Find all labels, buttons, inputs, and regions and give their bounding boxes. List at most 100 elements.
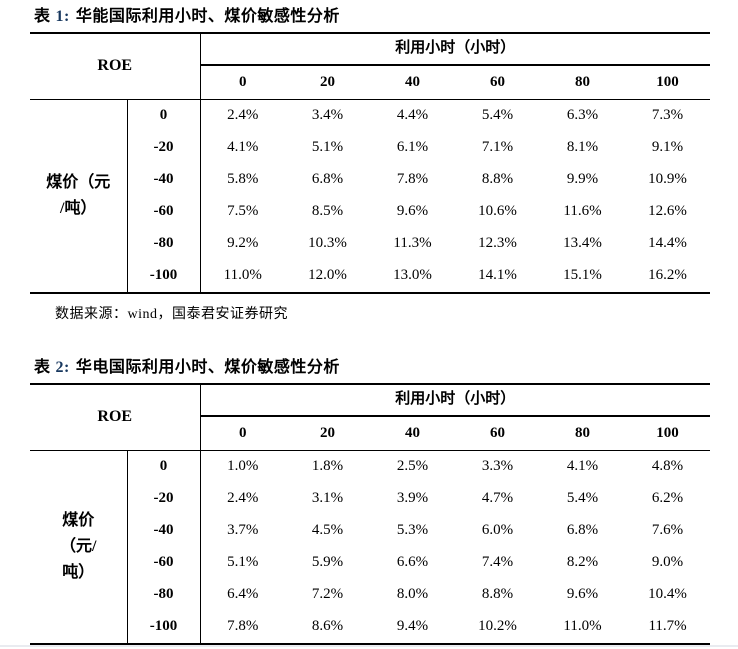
cell: 2.4% — [227, 107, 259, 124]
table2: ROE 利用小时（小时） 0 20 40 60 80 100 煤价 （元/ — [30, 383, 711, 645]
cell: 3.3% — [481, 458, 514, 475]
cell: 9.9% — [566, 171, 599, 188]
cell: 4.8% — [651, 458, 684, 475]
table1-col-header: 0 — [200, 65, 286, 100]
cell: 6.6% — [396, 554, 429, 571]
cell: 8.5% — [311, 203, 344, 220]
table-row: 煤价（元 /吨） 0 2.4% 3.4% 4.4% 5.4% 6.3% 7.3% — [30, 99, 710, 293]
table1-title-tag: 表 — [34, 8, 51, 25]
cell: 7.5% — [227, 203, 259, 220]
table-row: -40 5.8% 6.8% 7.8% 8.8% 9.9% 10.9% — [30, 164, 710, 196]
cell: 11.7% — [648, 618, 687, 635]
row-label: -60 — [127, 196, 201, 228]
cell: 3.4% — [311, 107, 344, 124]
page-bottom-divider — [0, 645, 738, 647]
cell: 10.2% — [478, 618, 517, 635]
table2-title: 表 2: 华电国际利用小时、煤价敏感性分析 — [34, 358, 710, 378]
cell: 8.8% — [481, 586, 514, 603]
cell: 10.3% — [308, 235, 347, 252]
cell: 7.3% — [651, 107, 684, 124]
cell: 7.8% — [227, 618, 259, 635]
table1-row-group-label: 煤价（元 /吨） — [30, 99, 128, 293]
table-row: -100 11.0% 12.0% 13.0% 14.1% 15.1% 16.2% — [30, 260, 710, 293]
cell: 12.3% — [478, 235, 517, 252]
cell: 1.0% — [227, 458, 259, 475]
cell: 10.4% — [648, 586, 687, 603]
table-row: -80 6.4% 7.2% 8.0% 8.8% 9.6% 10.4% — [30, 579, 710, 611]
cell: 3.9% — [396, 490, 429, 507]
cell: 4.7% — [481, 490, 514, 507]
table2-section: 表 2: 华电国际利用小时、煤价敏感性分析 ROE 利用小时（小时） 0 20 40… — [30, 358, 711, 645]
table-row: -40 3.7% 4.5% 5.3% 6.0% 6.8% 7.6% — [30, 515, 710, 547]
table2-column-group-label: 利用小时（小时） — [200, 384, 711, 417]
table2-title-number: 2: — [55, 359, 70, 376]
table2-header-row-group: ROE 利用小时（小时） — [30, 384, 711, 451]
cell: 14.4% — [648, 235, 687, 252]
row-label: 0 — [127, 450, 201, 483]
cell: 8.0% — [396, 586, 429, 603]
cell: 6.8% — [311, 171, 344, 188]
table1-source-note: 数据来源：wind，国泰君安证券研究 — [55, 307, 288, 322]
cell: 6.1% — [396, 139, 429, 156]
table1-corner-roe-label: ROE — [30, 33, 201, 100]
cell: 4.1% — [227, 139, 259, 156]
table-row: -100 7.8% 8.6% 9.4% 10.2% 11.0% 11.7% — [30, 611, 710, 644]
row-label: -40 — [127, 515, 201, 547]
cell: 7.6% — [651, 522, 684, 539]
cell: 10.6% — [478, 203, 517, 220]
table1-col-header: 100 — [625, 65, 711, 100]
cell: 11.3% — [393, 235, 432, 252]
table1-title-number: 1: — [55, 8, 70, 25]
cell: 4.1% — [566, 458, 599, 475]
table2-col-header: 40 — [370, 416, 456, 451]
table-row: -80 9.2% 10.3% 11.3% 12.3% 13.4% 14.4% — [30, 228, 710, 260]
cell: 5.9% — [311, 554, 344, 571]
cell: 9.6% — [566, 586, 599, 603]
cell: 8.8% — [481, 171, 514, 188]
row-label: -100 — [127, 260, 201, 293]
cell: 10.9% — [648, 171, 687, 188]
cell: 11.6% — [563, 203, 602, 220]
cell: 8.2% — [566, 554, 599, 571]
cell: 4.5% — [311, 522, 344, 539]
table1-col-header: 80 — [540, 65, 626, 100]
cell: 14.1% — [478, 267, 517, 284]
table2-col-header: 80 — [540, 416, 626, 451]
table1: ROE 利用小时（小时） 0 20 40 60 80 100 煤价（元 /吨） — [30, 32, 711, 294]
row-label: -20 — [127, 132, 201, 164]
cell: 15.1% — [563, 267, 602, 284]
cell: 3.7% — [227, 522, 259, 539]
cell: 11.0% — [223, 267, 262, 284]
cell: 1.8% — [311, 458, 344, 475]
cell: 5.1% — [311, 139, 344, 156]
cell: 9.0% — [651, 554, 684, 571]
cell: 9.4% — [396, 618, 429, 635]
table1-header-row-group: ROE 利用小时（小时） — [30, 33, 711, 100]
cell: 5.4% — [481, 107, 514, 124]
cell: 7.8% — [396, 171, 429, 188]
cell: 6.3% — [566, 107, 599, 124]
table1-col-header: 60 — [455, 65, 541, 100]
row-label: -60 — [127, 547, 201, 579]
table-row: -60 7.5% 8.5% 9.6% 10.6% 11.6% 12.6% — [30, 196, 710, 228]
cell: 9.2% — [227, 235, 259, 252]
table2-col-header: 0 — [200, 416, 286, 451]
table2-col-header: 20 — [285, 416, 371, 451]
cell: 6.0% — [481, 522, 514, 539]
cell: 6.2% — [651, 490, 684, 507]
table-row: -20 4.1% 5.1% 6.1% 7.1% 8.1% 9.1% — [30, 132, 710, 164]
cell: 7.2% — [311, 586, 344, 603]
table1-col-header: 20 — [285, 65, 371, 100]
cell: 8.6% — [311, 618, 344, 635]
cell: 5.3% — [396, 522, 429, 539]
cell: 8.1% — [566, 139, 599, 156]
row-label: 0 — [127, 99, 201, 132]
row-label: -80 — [127, 579, 201, 611]
cell: 11.0% — [563, 618, 602, 635]
table-row: -20 2.4% 3.1% 3.9% 4.7% 5.4% 6.2% — [30, 483, 710, 515]
table1-title: 表 1: 华能国际利用小时、煤价敏感性分析 — [34, 7, 710, 27]
row-label: -100 — [127, 611, 201, 644]
table2-title-text: 华电国际利用小时、煤价敏感性分析 — [75, 359, 340, 376]
table2-col-header: 100 — [625, 416, 711, 451]
